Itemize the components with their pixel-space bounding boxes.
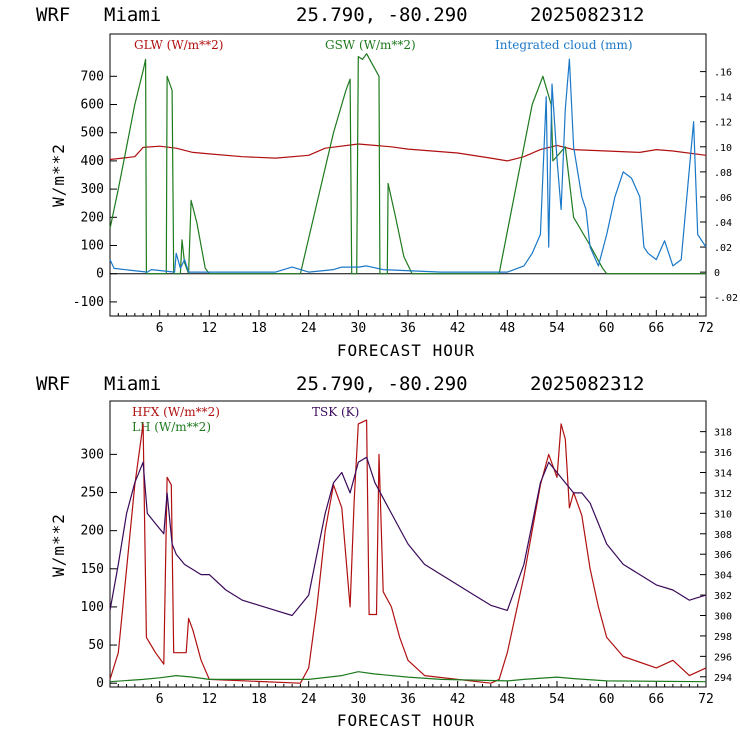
- panel1-ticks: 6 12 18 24 30 36 42 48 54 60 66 72 -100 0 100 200 300 400…: [73, 68, 738, 336]
- panel1-ytick-label: 100: [81, 239, 104, 254]
- panel2-rtick-label: 298: [714, 632, 732, 643]
- panel1-model: WRF: [36, 4, 70, 26]
- panel2-rtick-label: 316: [714, 448, 732, 459]
- panel1-xtick-label: 6: [156, 321, 164, 336]
- panel1-rtick-label: .08: [714, 168, 732, 179]
- panel2-xtick-label: 66: [649, 692, 665, 707]
- panel2-model: WRF: [36, 373, 70, 395]
- panel1-ytick-label: 400: [81, 154, 104, 169]
- panel2-legend-lh: LH (W/m**2): [132, 420, 211, 434]
- panel1-ytick-label: 300: [81, 182, 104, 197]
- panel2-ylabel: W/m**2: [49, 513, 68, 577]
- panel1-rtick-label: .12: [714, 118, 732, 129]
- panel1-xtick-label: 12: [202, 321, 218, 336]
- panel2-ytick-label: 100: [81, 600, 104, 615]
- panel2-xtick-label: 60: [599, 692, 615, 707]
- panel2-xtick-label: 48: [500, 692, 516, 707]
- panel1-rtick-label: -.02: [714, 293, 738, 304]
- panel2-ytick-label: 150: [81, 562, 104, 577]
- panel2-coords: 25.790, -80.290: [296, 373, 468, 395]
- panel2-series-2: [109, 456, 707, 617]
- panel1-rtick-label: .14: [714, 93, 732, 104]
- panel2-ytick-label: 50: [88, 638, 104, 653]
- panel1-xtick-label: 72: [698, 321, 714, 336]
- panel1-xlabel: FORECAST HOUR: [337, 341, 475, 360]
- panel1-xtick-label: 36: [400, 321, 416, 336]
- panel2-ytick-label: 300: [81, 447, 104, 462]
- panel2-series-1: [109, 671, 707, 683]
- panel1-ytick-label: 200: [81, 210, 104, 225]
- panel1-ytick-label: 500: [81, 126, 104, 141]
- panel1-legend-glw: GLW (W/m**2): [134, 38, 223, 52]
- panel2-rtick-label: 314: [714, 469, 732, 480]
- panel2-rtick-label: 294: [714, 673, 732, 684]
- panel1-xtick-label: 30: [351, 321, 367, 336]
- panel1-series-0: [109, 143, 707, 162]
- panel2-rtick-label: 318: [714, 428, 732, 439]
- panel1-ytick-label: -100: [73, 295, 104, 310]
- panel1-xtick-label: 18: [251, 321, 267, 336]
- panel2-ytick-label: 250: [81, 486, 104, 501]
- panel2-xtick-label: 42: [450, 692, 466, 707]
- panel2-xtick-label: 54: [549, 692, 565, 707]
- panel1-rtick-label: .16: [714, 68, 732, 79]
- panel2-ytick-label: 200: [81, 524, 104, 539]
- panel1-init-time: 2025082312: [530, 4, 644, 26]
- panel1-rtick-label: .04: [714, 218, 732, 229]
- panel2-rtick-label: 312: [714, 489, 732, 500]
- panel2-xlabel: FORECAST HOUR: [337, 711, 475, 730]
- panel1-xtick-label: 60: [599, 321, 615, 336]
- panel1-ytick-label: 700: [81, 69, 104, 84]
- panel2-ticks: 6 12 18 24 30 36 42 48 54 60 66 72 0 50 100 150 200 250 30…: [81, 428, 733, 707]
- panel1-xtick-label: 42: [450, 321, 466, 336]
- panel2-init-time: 2025082312: [530, 373, 644, 395]
- panel1-ytick-label: 600: [81, 98, 104, 113]
- panel2-xtick-label: 12: [202, 692, 218, 707]
- panel2-rtick-label: 296: [714, 652, 732, 663]
- panel1-xtick-label: 24: [301, 321, 317, 336]
- panel2-xtick-label: 24: [301, 692, 317, 707]
- panel1-ylabel: W/m**2: [49, 143, 68, 207]
- panel2-xtick-label: 30: [351, 692, 367, 707]
- panel1-series-2: [109, 58, 707, 273]
- panel2-xtick-label: 36: [400, 692, 416, 707]
- panel2-rtick-label: 310: [714, 509, 732, 520]
- panel2-xtick-label: 72: [698, 692, 714, 707]
- panel2-location: Miami: [104, 373, 161, 395]
- panel2-series-0: [109, 419, 707, 684]
- panel1-series-1: [109, 53, 706, 275]
- panel2-rtick-label: 306: [714, 550, 732, 561]
- panel1-xtick-label: 66: [649, 321, 665, 336]
- panel1-coords: 25.790, -80.290: [296, 4, 468, 26]
- panel1-legend-gsw: GSW (W/m**2): [325, 38, 416, 52]
- panel2-series: [109, 419, 707, 684]
- panel2-ytick-label: 0: [96, 676, 104, 691]
- panel1-location: Miami: [104, 4, 161, 26]
- panel1-rtick-label: .10: [714, 143, 732, 154]
- panel1-rtick-label: .02: [714, 243, 732, 254]
- panel2-rtick-label: 304: [714, 571, 732, 582]
- panel1-legend-cloud: Integrated cloud (mm): [495, 38, 633, 52]
- panel2-xtick-label: 6: [156, 692, 164, 707]
- panel2-rtick-label: 308: [714, 530, 732, 541]
- panel1-ytick-label: 0: [96, 267, 104, 282]
- panel2-legend-hfx: HFX (W/m**2): [132, 405, 220, 419]
- panel1-series: [109, 53, 707, 275]
- panel1-xtick-label: 54: [549, 321, 565, 336]
- panel2-legend-tsk: TSK (K): [312, 405, 359, 419]
- panel2-xtick-label: 18: [251, 692, 267, 707]
- panel1-xtick-label: 48: [500, 321, 516, 336]
- panel1-rtick-label: .06: [714, 193, 732, 204]
- panel1-rtick-label: 0: [714, 268, 720, 279]
- panel2-rtick-label: 300: [714, 612, 732, 623]
- panel2-rtick-label: 302: [714, 591, 732, 602]
